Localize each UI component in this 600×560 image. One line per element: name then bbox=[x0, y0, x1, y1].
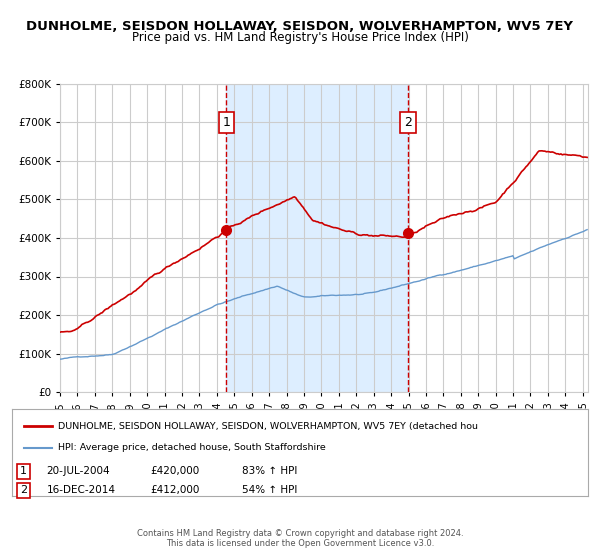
Text: 2: 2 bbox=[20, 486, 27, 496]
Bar bbox=[226, 84, 408, 392]
Text: HPI: Average price, detached house, South Staffordshire: HPI: Average price, detached house, Sout… bbox=[58, 444, 326, 452]
Text: DUNHOLME, SEISDON HOLLAWAY, SEISDON, WOLVERHAMPTON, WV5 7EY: DUNHOLME, SEISDON HOLLAWAY, SEISDON, WOL… bbox=[26, 20, 574, 32]
Text: Contains HM Land Registry data © Crown copyright and database right 2024.: Contains HM Land Registry data © Crown c… bbox=[137, 529, 463, 538]
Text: 1: 1 bbox=[223, 116, 230, 129]
Text: 16-DEC-2014: 16-DEC-2014 bbox=[47, 486, 116, 496]
Text: This data is licensed under the Open Government Licence v3.0.: This data is licensed under the Open Gov… bbox=[166, 539, 434, 548]
Text: £420,000: £420,000 bbox=[150, 466, 199, 477]
Text: £412,000: £412,000 bbox=[150, 486, 200, 496]
Text: 20-JUL-2004: 20-JUL-2004 bbox=[47, 466, 110, 477]
Text: DUNHOLME, SEISDON HOLLAWAY, SEISDON, WOLVERHAMPTON, WV5 7EY (detached hou: DUNHOLME, SEISDON HOLLAWAY, SEISDON, WOL… bbox=[58, 422, 478, 431]
Text: 54% ↑ HPI: 54% ↑ HPI bbox=[242, 486, 298, 496]
Text: 1: 1 bbox=[20, 466, 27, 477]
Text: 2: 2 bbox=[404, 116, 412, 129]
Text: 83% ↑ HPI: 83% ↑ HPI bbox=[242, 466, 298, 477]
Text: Price paid vs. HM Land Registry's House Price Index (HPI): Price paid vs. HM Land Registry's House … bbox=[131, 31, 469, 44]
